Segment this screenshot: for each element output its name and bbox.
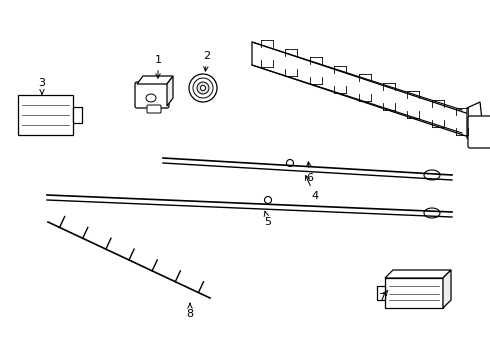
FancyBboxPatch shape [468,116,490,148]
Ellipse shape [265,197,271,203]
Polygon shape [467,102,484,145]
Ellipse shape [146,94,156,102]
Ellipse shape [193,78,213,98]
Text: 6: 6 [307,162,314,183]
Polygon shape [443,270,451,308]
FancyBboxPatch shape [377,286,385,300]
FancyBboxPatch shape [18,95,73,135]
Text: 5: 5 [264,211,271,227]
Polygon shape [385,270,451,278]
Polygon shape [137,76,173,84]
FancyBboxPatch shape [135,82,169,108]
FancyBboxPatch shape [147,105,161,113]
Text: 4: 4 [305,176,318,201]
Text: 7: 7 [378,290,388,303]
Ellipse shape [197,82,209,94]
Ellipse shape [189,74,217,102]
Text: 2: 2 [203,51,211,71]
Polygon shape [167,76,173,106]
FancyBboxPatch shape [73,107,82,123]
Text: 8: 8 [186,303,194,319]
Text: 1: 1 [154,55,162,78]
Ellipse shape [287,159,294,166]
Polygon shape [424,208,440,218]
Polygon shape [424,170,440,180]
Text: 3: 3 [39,78,46,94]
Polygon shape [252,42,472,138]
Ellipse shape [200,86,205,90]
FancyBboxPatch shape [385,278,443,308]
